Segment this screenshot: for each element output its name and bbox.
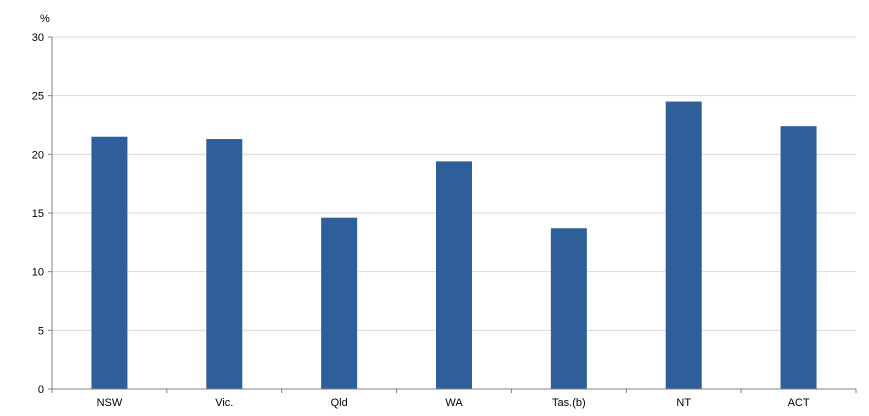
x-tick-label: ACT (788, 397, 810, 409)
x-tick-label: NSW (97, 397, 123, 409)
bar-tasb (550, 228, 587, 389)
bar-qld (321, 217, 358, 389)
x-tick-label: Vic. (215, 397, 233, 409)
x-tick-label: NT (676, 397, 691, 409)
y-tick-label: 15 (32, 208, 44, 220)
x-tick-label: Tas.(b) (552, 397, 586, 409)
y-tick-label: 20 (32, 149, 44, 161)
bar-nt (665, 101, 702, 390)
y-axis-label: % (40, 13, 50, 25)
y-tick-label: 5 (38, 325, 44, 337)
bar-act (780, 126, 817, 389)
bar-wa (436, 161, 472, 389)
x-tick-label: WA (445, 397, 463, 409)
bar-vic (206, 139, 243, 389)
x-tick-label: Qld (331, 397, 348, 409)
y-tick-label: 25 (32, 91, 44, 103)
y-tick-label: 10 (32, 267, 44, 279)
y-tick-label: 0 (38, 384, 44, 396)
y-tick-label: 30 (32, 32, 44, 44)
bar-nsw (91, 136, 128, 389)
